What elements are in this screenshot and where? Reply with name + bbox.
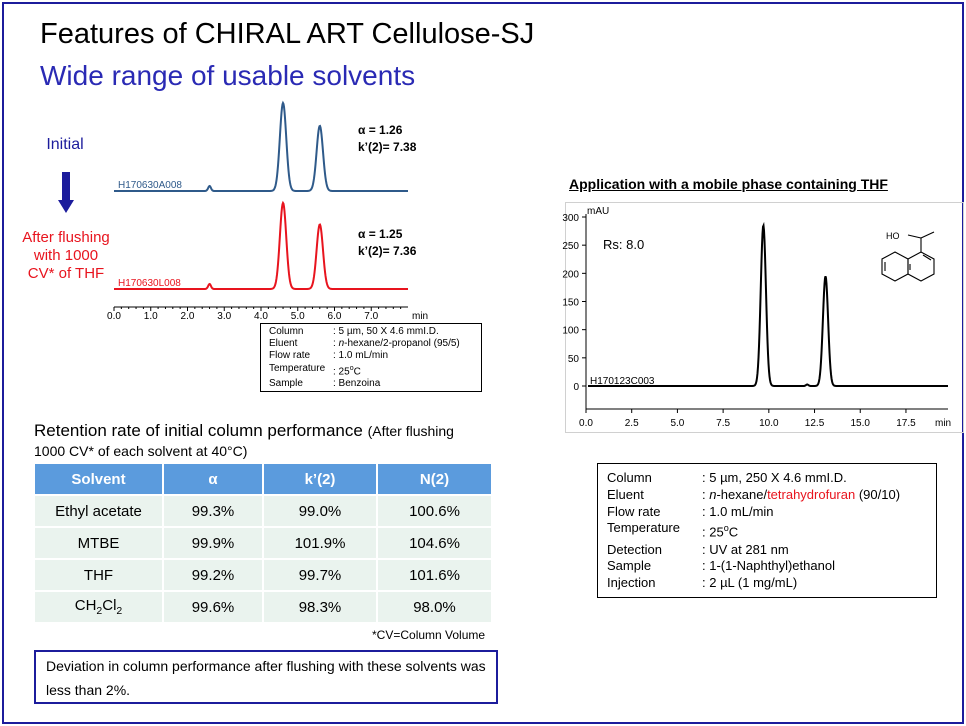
table-row: CH2Cl2 99.6% 98.3% 98.0% [35,592,491,622]
label-after-flushing: After flushing with 1000 CV* of THF [22,229,110,282]
deviation-note: Deviation in column performance after fl… [34,650,498,704]
condition-value: : 1.0 mL/min [333,350,389,362]
trace2-stats: α = 1.25 k’(2)= 7.36 [358,226,416,260]
condition-key: Flow rate [607,503,661,519]
condition-row: Sample : 1-(1-Naphthyl)ethanol [607,558,936,575]
cell-alpha: 99.3% [164,496,262,526]
condition-key: Eluent [607,486,644,502]
col-header-solvent: Solvent [35,464,162,494]
cell-n2: 104.6% [378,528,491,558]
trace1-alpha: α = 1.26 [358,123,403,137]
cell-n2: 100.6% [378,496,491,526]
cell-solvent: THF [35,560,162,590]
cell-n2: 98.0% [378,592,491,622]
condition-row: Detection : UV at 281 nm [607,542,936,559]
condition-row: Sample : Benzoina [269,378,481,390]
condition-key: Eluent [269,338,298,350]
table-row: Ethyl acetate 99.3% 99.0% 100.6% [35,496,491,526]
table-row: MTBE 99.9% 101.9% 104.6% [35,528,491,558]
retention-title: Retention rate of initial column perform… [34,421,474,461]
trace2-k: k’(2)= 7.36 [358,244,417,258]
condition-row: Injection : 2 µL (1 mg/mL) [607,575,936,592]
condition-row: Flow rate : 1.0 mL/min [607,504,936,521]
cell-solvent: Ethyl acetate [35,496,162,526]
condition-row: Column : 5 µm, 50 X 4.6 mmI.D. [269,326,481,338]
condition-value: : 5 µm, 50 X 4.6 mmI.D. [333,326,439,337]
retention-title-main: Retention rate of initial column perform… [34,421,363,440]
condition-key: Flow rate [269,350,311,362]
label-initial: Initial [46,136,84,153]
condition-row: Flow rate : 1.0 mL/min [269,350,481,362]
cell-alpha: 99.9% [164,528,262,558]
cell-solvent: MTBE [35,528,162,558]
cell-k2: 98.3% [264,592,376,622]
cell-k2: 99.0% [264,496,376,526]
cell-k2: 99.7% [264,560,376,590]
col-header-k2: k’(2) [264,464,376,494]
table-row: THF 99.2% 99.7% 101.6% [35,560,491,590]
condition-value: : 25oC [333,364,361,377]
condition-value: : 2 µL (1 mg/mL) [702,575,798,591]
condition-key: Column [607,470,652,485]
cell-solvent-ch2cl2: CH2Cl2 [35,592,162,622]
condition-value: : n-hexane/2-propanol (95/5) [333,338,460,350]
page-subtitle: Wide range of usable solvents [40,60,416,91]
condition-value: : 1-(1-Naphthyl)ethanol [702,558,835,574]
trace1-stats: α = 1.26 k’(2)= 7.38 [358,122,416,156]
condition-key: Sample [607,558,652,574]
condition-value: : 5 µm, 250 X 4.6 mmI.D. [702,470,847,485]
condition-value: : 1.0 mL/min [702,503,774,519]
application-chart-frame [565,202,964,433]
retention-title-note: (After flushing 1000 CV* of each solvent… [34,423,454,459]
condition-row: Eluent : n-hexane/tetrahydrofuran (90/10) [607,487,936,504]
condition-row: Column : 5 µm, 250 X 4.6 mmI.D. [607,470,936,487]
trace2-alpha: α = 1.25 [358,227,403,241]
condition-row: Eluent : n-hexane/2-propanol (95/5) [269,338,481,350]
condition-row: Temperature : 25oC [607,520,936,541]
condition-value: : UV at 281 nm [702,541,789,557]
condition-key: Temperature [607,520,680,536]
cell-k2: 101.9% [264,528,376,558]
condition-key: Injection [607,575,656,591]
col-header-alpha: α [164,464,262,494]
condition-key: Temperature [269,362,326,374]
left-conditions-box: Column : 5 µm, 50 X 4.6 mmI.D. Eluent : n-h… [260,323,482,392]
resolution-label: Rs: 8.0 [603,237,645,252]
trace1-k: k’(2)= 7.38 [358,140,417,154]
condition-key: Column [269,326,304,337]
condition-value: : n-hexane/tetrahydrofuran (90/10) [702,486,901,502]
condition-key: Detection [607,541,662,557]
cell-n2: 101.6% [378,560,491,590]
page-title: Features of CHIRAL ART Cellulose-SJ [40,18,535,50]
col-header-n2: N(2) [378,464,491,494]
retention-table: Solvent α k’(2) N(2) Ethyl acetate 99.3%… [33,462,493,624]
cv-footnote: *CV=Column Volume [372,628,486,642]
condition-value: : 25oC [702,523,739,540]
cell-alpha: 99.6% [164,592,262,622]
condition-key: Sample [269,378,303,390]
application-conditions-box: Column : 5 µm, 250 X 4.6 mmI.D. Eluent : n-… [597,463,937,598]
condition-row: Temperature : 25oC [269,363,481,379]
down-arrow-icon [58,172,74,213]
condition-value: : Benzoina [333,378,381,390]
cell-alpha: 99.2% [164,560,262,590]
application-title: Application with a mobile phase containi… [569,176,888,192]
